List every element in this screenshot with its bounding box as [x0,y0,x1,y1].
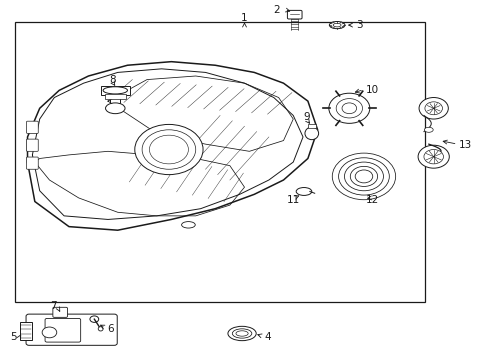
Text: 6: 6 [107,324,113,334]
Bar [307,125,315,128]
Ellipse shape [236,331,247,336]
Bar [20,321,32,339]
FancyBboxPatch shape [26,121,38,134]
Bar [15,22,424,302]
Ellipse shape [227,326,256,341]
Circle shape [423,149,443,164]
Ellipse shape [329,22,344,29]
Ellipse shape [305,127,318,140]
FancyBboxPatch shape [53,307,67,318]
Circle shape [349,166,377,186]
Circle shape [142,130,195,169]
Text: 5: 5 [10,332,17,342]
Ellipse shape [181,222,195,228]
Circle shape [328,93,369,123]
Circle shape [335,99,362,118]
Text: 7: 7 [50,301,57,311]
Circle shape [354,170,372,183]
Circle shape [135,125,203,175]
Text: 1: 1 [241,13,247,23]
Circle shape [331,153,395,200]
Ellipse shape [98,327,103,331]
Text: 3: 3 [356,20,363,30]
Bar [101,86,130,95]
Ellipse shape [105,103,125,114]
Text: 4: 4 [264,332,270,342]
Ellipse shape [424,127,432,132]
Text: 9: 9 [303,112,309,122]
Circle shape [344,162,383,191]
Ellipse shape [90,316,99,322]
FancyBboxPatch shape [26,314,117,345]
FancyBboxPatch shape [26,139,38,151]
Circle shape [338,158,388,195]
FancyBboxPatch shape [45,319,81,342]
Ellipse shape [103,87,127,94]
Circle shape [424,102,442,115]
Text: 8: 8 [109,75,116,85]
Circle shape [417,145,448,168]
Text: 13: 13 [458,140,471,150]
Bar [104,94,126,99]
FancyBboxPatch shape [26,157,38,169]
Text: 12: 12 [365,195,378,205]
Circle shape [149,135,188,164]
Ellipse shape [332,23,340,27]
Ellipse shape [42,327,57,338]
Ellipse shape [232,329,251,338]
FancyBboxPatch shape [287,10,302,19]
Ellipse shape [296,188,311,195]
Text: 2: 2 [272,5,279,15]
Circle shape [341,103,356,114]
Circle shape [418,98,447,119]
Text: 10: 10 [365,85,378,95]
Text: 11: 11 [286,195,299,205]
